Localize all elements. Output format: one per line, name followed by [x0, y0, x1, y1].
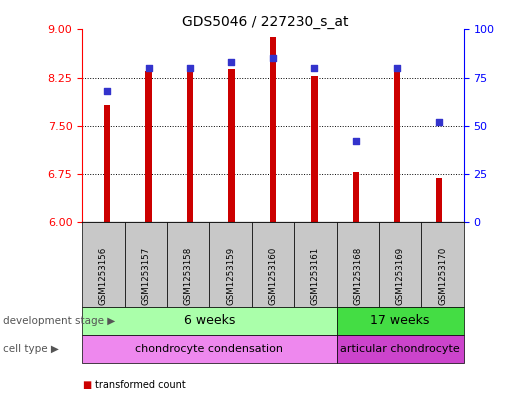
- Point: [186, 65, 194, 71]
- Bar: [270, 37, 276, 222]
- Point: [393, 65, 402, 71]
- Point: [435, 119, 443, 125]
- Text: GSM1253157: GSM1253157: [142, 246, 150, 305]
- Text: 6 weeks: 6 weeks: [184, 314, 235, 327]
- Point: [144, 65, 153, 71]
- Bar: [104, 105, 110, 222]
- Bar: [187, 71, 193, 222]
- Point: [227, 59, 236, 65]
- Text: GSM1253170: GSM1253170: [438, 246, 447, 305]
- Text: 17 weeks: 17 weeks: [370, 314, 430, 327]
- Point: [352, 138, 360, 144]
- Text: ■: ■: [82, 380, 91, 390]
- Point: [103, 88, 111, 94]
- Bar: [353, 172, 359, 222]
- Text: transformed count: transformed count: [95, 380, 186, 390]
- Text: GSM1253156: GSM1253156: [99, 246, 108, 305]
- Bar: [394, 72, 401, 222]
- Text: GSM1253169: GSM1253169: [396, 246, 404, 305]
- Bar: [311, 76, 317, 222]
- Text: GSM1253168: GSM1253168: [354, 246, 362, 305]
- Point: [310, 65, 319, 71]
- Text: GDS5046 / 227230_s_at: GDS5046 / 227230_s_at: [182, 15, 348, 29]
- Point: [269, 55, 277, 61]
- Text: GSM1253159: GSM1253159: [226, 246, 235, 305]
- Text: development stage ▶: development stage ▶: [3, 316, 115, 326]
- Text: GSM1253161: GSM1253161: [311, 246, 320, 305]
- Bar: [228, 69, 235, 222]
- Text: cell type ▶: cell type ▶: [3, 344, 58, 354]
- Text: articular chondrocyte: articular chondrocyte: [340, 344, 460, 354]
- Text: GSM1253160: GSM1253160: [269, 246, 277, 305]
- Text: GSM1253158: GSM1253158: [184, 246, 192, 305]
- Text: chondrocyte condensation: chondrocyte condensation: [135, 344, 284, 354]
- Bar: [436, 178, 442, 222]
- Bar: [145, 71, 152, 222]
